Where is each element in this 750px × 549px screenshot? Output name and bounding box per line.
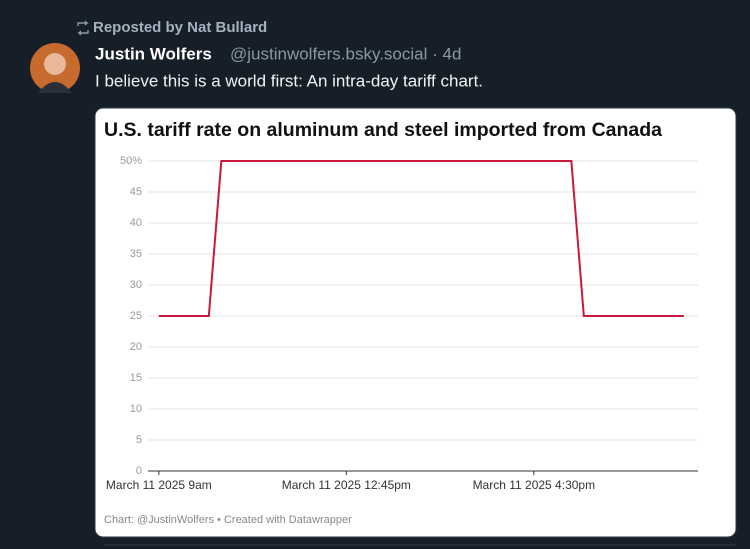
chart-card[interactable] <box>94 107 737 538</box>
chart-footer: Chart: @JustinWolfers • Created with Dat… <box>104 514 352 526</box>
author-meta[interactable]: @justinwolfers.bsky.social · 4d <box>230 44 461 63</box>
y-tick-label: 35 <box>130 248 142 260</box>
y-tick-label: 20 <box>130 341 142 353</box>
x-tick-label: March 11 2025 12:45pm <box>282 478 411 492</box>
post-text: I believe this is a world first: An intr… <box>95 71 483 90</box>
y-tick-label: 15 <box>130 372 142 384</box>
x-tick-label: March 11 2025 9am <box>106 478 212 492</box>
y-tick-label: 40 <box>130 217 142 229</box>
y-tick-label: 25 <box>130 310 142 322</box>
avatar-face <box>44 53 66 75</box>
x-tick-label: March 11 2025 4:30pm <box>473 478 596 492</box>
data-line <box>158 160 684 317</box>
author-name[interactable]: Justin Wolfers <box>95 44 212 63</box>
y-tick-label: 45 <box>130 186 142 198</box>
avatar-body <box>38 82 72 93</box>
repost-icon <box>77 20 89 36</box>
y-tick-label: 5 <box>136 434 142 446</box>
y-tick-label: 30 <box>130 279 142 291</box>
y-tick-label: 0 <box>136 465 142 477</box>
y-tick-label: 10 <box>130 403 142 415</box>
chart-title: U.S. tariff rate on aluminum and steel i… <box>104 119 662 141</box>
plot: 0 5 10 15 20 25 30 35 40 45 50% March 11 2025 9am Ma… <box>106 155 698 492</box>
y-tick-label: 50% <box>120 155 142 167</box>
repost-label[interactable]: Reposted by Nat Bullard <box>93 19 267 36</box>
